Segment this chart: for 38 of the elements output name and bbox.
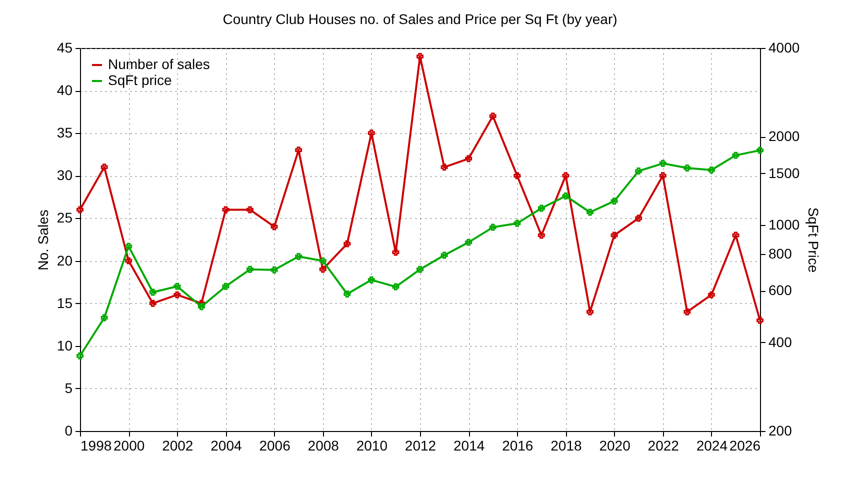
y-tick-label: 20 bbox=[56, 252, 73, 268]
y-tick-label: 5 bbox=[64, 380, 73, 396]
y2-tick-label: 600 bbox=[768, 282, 792, 298]
y-tick-label: 40 bbox=[56, 82, 73, 98]
y-tick-label: 10 bbox=[56, 337, 73, 354]
x-tick-label: 2026 bbox=[729, 438, 761, 454]
x-tick-label: 2008 bbox=[308, 438, 340, 454]
y-tick-label: 35 bbox=[56, 124, 73, 141]
x-tick-label: 2012 bbox=[404, 438, 436, 454]
y-axis-title: No. Sales bbox=[34, 210, 51, 270]
x-tick-label: 2006 bbox=[259, 438, 291, 454]
x-tick-label: 2004 bbox=[210, 438, 242, 454]
y2-tick-label: 800 bbox=[768, 245, 792, 262]
y-tick-label: 25 bbox=[56, 210, 73, 226]
x-tick-label: 2020 bbox=[599, 438, 631, 454]
legend-label: Number of sales bbox=[108, 56, 210, 72]
legend-label: SqFt price bbox=[108, 72, 172, 88]
x-tick-label: 2018 bbox=[550, 438, 582, 454]
x-tick-label: 1998 bbox=[80, 438, 112, 454]
y2-tick-label: 1000 bbox=[768, 216, 800, 233]
y-tick-label: 0 bbox=[64, 422, 73, 438]
x-tick-label: 2014 bbox=[453, 438, 485, 454]
y2-axis-title: SqFt Price bbox=[806, 207, 822, 273]
x-tick-label: 2016 bbox=[502, 438, 534, 454]
y-tick-label: 30 bbox=[56, 167, 73, 184]
x-tick-label: 2002 bbox=[162, 438, 194, 454]
x-tick-label: 2024 bbox=[696, 438, 728, 454]
y2-tick-label: 400 bbox=[768, 334, 792, 350]
x-tick-label: 2000 bbox=[113, 438, 145, 454]
y2-tick-label: 2000 bbox=[768, 128, 800, 144]
y2-tick-label: 1500 bbox=[768, 164, 800, 181]
y2-tick-label: 200 bbox=[768, 422, 792, 438]
x-tick-label: 2022 bbox=[648, 438, 680, 454]
y2-tick-label: 4000 bbox=[768, 40, 800, 56]
chart-title: Country Club Houses no. of Sales and Price per Sq Ft (by year) bbox=[222, 11, 618, 27]
y-tick-label: 45 bbox=[56, 40, 73, 56]
x-tick-label: 2010 bbox=[356, 438, 388, 454]
y-tick-label: 15 bbox=[56, 294, 73, 311]
